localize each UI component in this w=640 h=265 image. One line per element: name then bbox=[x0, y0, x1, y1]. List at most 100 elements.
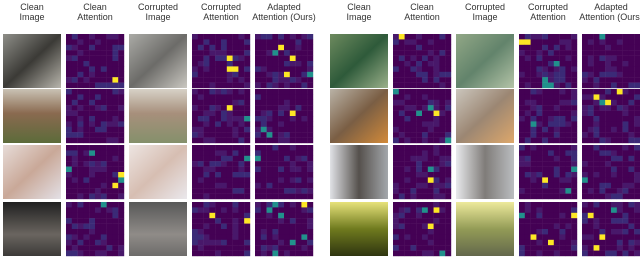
attention-cell bbox=[622, 50, 629, 56]
attention-cell bbox=[272, 161, 279, 167]
attention-cell bbox=[221, 161, 227, 167]
attention-cell bbox=[628, 105, 635, 111]
attention-cell bbox=[284, 161, 290, 167]
attention-cell bbox=[548, 172, 554, 178]
attention-cell bbox=[398, 172, 405, 178]
attention-cell bbox=[542, 223, 549, 230]
attention-cell bbox=[599, 234, 606, 240]
attention-cell bbox=[433, 66, 440, 72]
attention-cell bbox=[260, 44, 267, 51]
attention-cell bbox=[404, 66, 411, 72]
column-header: Clean bbox=[410, 2, 434, 12]
attention-cell bbox=[530, 161, 537, 167]
attention-cell bbox=[530, 155, 537, 162]
attention-cell bbox=[284, 239, 290, 246]
attention-cell bbox=[289, 150, 296, 156]
attention-cell bbox=[272, 121, 279, 127]
attention-cell bbox=[611, 89, 617, 95]
attention-cell bbox=[83, 172, 90, 178]
attention-cell bbox=[89, 150, 96, 156]
clean-image bbox=[3, 34, 61, 88]
attention-cell bbox=[593, 239, 600, 246]
attention-cell bbox=[542, 250, 549, 257]
attention-cell bbox=[427, 245, 434, 251]
attention-cell bbox=[559, 161, 566, 167]
attention-cell bbox=[221, 150, 227, 156]
attention-cell bbox=[226, 99, 233, 106]
attention-cell bbox=[226, 34, 233, 40]
attention-cell bbox=[66, 161, 72, 167]
attention-cell bbox=[192, 34, 198, 40]
attention-cell bbox=[255, 110, 261, 117]
attention-cell bbox=[278, 50, 285, 56]
attention-cell bbox=[622, 234, 629, 240]
attention-cell bbox=[112, 61, 119, 67]
attention-cell bbox=[611, 34, 617, 40]
attention-cell bbox=[89, 132, 96, 138]
attention-cell bbox=[422, 150, 428, 156]
attention-cell bbox=[89, 202, 96, 208]
attention-cell bbox=[605, 50, 612, 56]
column-header: Image bbox=[346, 12, 371, 22]
attention-cell bbox=[83, 132, 90, 138]
attention-cell bbox=[599, 193, 606, 200]
attention-cell bbox=[244, 155, 251, 162]
attention-cell bbox=[278, 193, 285, 200]
attention-cell bbox=[266, 207, 273, 213]
attention-cell bbox=[260, 121, 267, 127]
attention-cell bbox=[100, 182, 107, 189]
attention-cell bbox=[519, 234, 525, 240]
attention-cell bbox=[565, 137, 572, 144]
attention-cell bbox=[66, 166, 72, 173]
attention-cell bbox=[289, 116, 296, 122]
attention-cell bbox=[427, 121, 434, 127]
corrupted-image bbox=[129, 34, 187, 88]
attention-cell bbox=[565, 223, 572, 230]
attention-cell bbox=[582, 172, 588, 178]
attention-cell bbox=[284, 177, 290, 183]
attention-cell bbox=[605, 150, 612, 156]
attention-cell bbox=[295, 202, 302, 208]
attention-cell bbox=[628, 55, 635, 62]
attention-cell bbox=[536, 50, 543, 56]
attention-cell bbox=[221, 77, 227, 83]
attention-cell bbox=[393, 61, 399, 67]
attention-cell bbox=[593, 145, 600, 151]
attention-cell bbox=[410, 177, 417, 183]
attention-cell bbox=[571, 89, 578, 95]
attention-cell bbox=[542, 172, 549, 178]
clean-image bbox=[3, 89, 61, 143]
attention-cell bbox=[565, 99, 572, 106]
attention-cell bbox=[519, 94, 525, 100]
attention-cell bbox=[197, 177, 204, 183]
attention-cell bbox=[634, 66, 640, 72]
attention-cell bbox=[398, 188, 405, 194]
attention-cell bbox=[307, 121, 314, 127]
attention-cell bbox=[77, 207, 84, 213]
attention-cell bbox=[524, 121, 531, 127]
attention-cell bbox=[398, 61, 405, 67]
attention-cell bbox=[439, 116, 446, 122]
attention-cell bbox=[238, 155, 245, 162]
attention-cell bbox=[427, 229, 434, 235]
attention-cell bbox=[559, 145, 566, 151]
attention-cell bbox=[553, 50, 560, 56]
attention-cell bbox=[197, 234, 204, 240]
attention-cell bbox=[548, 166, 554, 173]
attention-cell bbox=[599, 218, 606, 224]
attention-cell bbox=[278, 61, 285, 67]
attention-cell bbox=[301, 188, 308, 194]
attention-cell bbox=[524, 182, 531, 189]
attention-cell bbox=[289, 77, 296, 83]
attention-cell bbox=[209, 239, 216, 246]
attention-cell bbox=[593, 182, 600, 189]
attention-cell bbox=[536, 182, 543, 189]
attention-cell bbox=[266, 34, 273, 40]
attention-cell bbox=[106, 94, 113, 100]
attention-map bbox=[393, 89, 452, 144]
attention-cell bbox=[559, 50, 566, 56]
attention-cell bbox=[221, 202, 227, 208]
attention-cell bbox=[295, 50, 302, 56]
attention-cell bbox=[553, 188, 560, 194]
attention-cell bbox=[197, 89, 204, 95]
